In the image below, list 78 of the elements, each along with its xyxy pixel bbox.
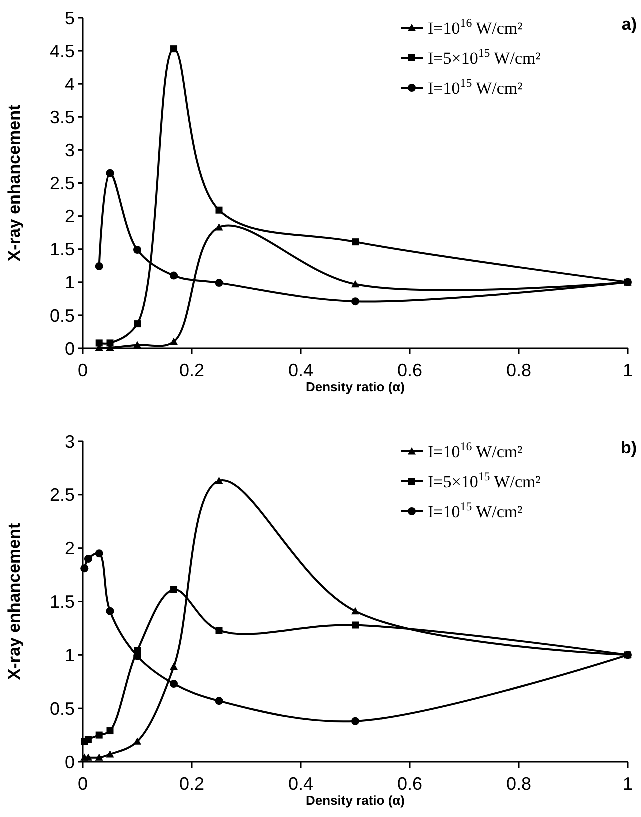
point xyxy=(96,340,103,347)
x-tick-label: 0.6 xyxy=(397,360,423,380)
legend-label: I=10$^{15}$ W/cm² xyxy=(428,76,523,98)
x-tick-label: 0.6 xyxy=(397,774,423,794)
legend-label: I=10$^{16}$ W/cm² xyxy=(428,439,523,462)
x-tick-label: 0.8 xyxy=(506,774,532,794)
point xyxy=(216,206,223,214)
point xyxy=(84,754,92,761)
point xyxy=(352,280,360,288)
y-tick-label: 2.5 xyxy=(50,485,75,506)
x-tick-label: 0.4 xyxy=(288,360,314,380)
point xyxy=(170,272,178,280)
point xyxy=(216,627,223,634)
x-tick-label: 0 xyxy=(78,774,88,794)
point xyxy=(84,555,92,564)
point xyxy=(106,169,114,178)
y-tick-label: 4.5 xyxy=(50,41,75,62)
y-tick-label: 1.5 xyxy=(50,240,75,260)
point xyxy=(134,246,142,254)
point xyxy=(84,736,92,744)
y-axis-title: X-ray enhancement xyxy=(5,104,24,262)
point xyxy=(215,697,224,706)
point xyxy=(170,662,178,670)
point xyxy=(134,320,141,328)
point xyxy=(96,732,103,739)
y-tick-label: 4 xyxy=(64,74,75,94)
x-tick-label: 1 xyxy=(622,774,634,794)
legend-label: I=5×10$^{15}$ W/cm² xyxy=(428,469,541,492)
x-axis-title: Density ratio (α) xyxy=(306,793,406,808)
y-tick-label: 1 xyxy=(64,272,75,293)
y-tick-label: 0.5 xyxy=(50,306,75,326)
point xyxy=(352,607,360,615)
x-tick-label: 0 xyxy=(78,360,88,380)
x-tick-label: 0.8 xyxy=(506,360,532,380)
point xyxy=(215,279,224,288)
point xyxy=(352,717,360,726)
y-tick-label: 3.5 xyxy=(50,107,75,128)
legend-label: I=5×10$^{15}$ W/cm² xyxy=(428,46,541,68)
point xyxy=(95,550,104,558)
y-tick-label: 0 xyxy=(64,338,75,359)
x-tick-label: 0.4 xyxy=(288,774,314,794)
point xyxy=(95,754,104,761)
y-tick-label: 2 xyxy=(64,538,75,559)
point xyxy=(170,680,178,688)
point xyxy=(80,564,89,573)
point xyxy=(106,340,114,347)
y-tick-label: 0.5 xyxy=(50,698,75,719)
y-tick-label: 3 xyxy=(64,140,75,160)
x-tick-label: 1 xyxy=(622,360,634,380)
legend-label: I=10$^{16}$ W/cm² xyxy=(428,16,523,38)
y-tick-label: 0 xyxy=(64,752,75,772)
point xyxy=(106,728,114,735)
y-tick-label: 2 xyxy=(64,206,75,227)
point xyxy=(106,750,114,758)
y-axis-title: X-ray enhancement xyxy=(5,523,24,680)
point xyxy=(134,341,142,348)
chart-title: b) xyxy=(620,438,637,458)
y-tick-label: 3 xyxy=(64,432,75,452)
point xyxy=(134,738,142,745)
point xyxy=(215,477,224,484)
y-tick-label: 5 xyxy=(64,8,75,28)
point xyxy=(106,607,114,616)
legend-label: I=10$^{15}$ W/cm² xyxy=(428,499,523,522)
point xyxy=(352,622,359,629)
point xyxy=(352,298,360,306)
x-tick-label: 0.2 xyxy=(179,774,205,794)
chart-title: a) xyxy=(622,15,637,34)
point xyxy=(170,46,178,53)
y-tick-label: 2.5 xyxy=(50,174,75,194)
x-tick-label: 0.2 xyxy=(179,360,205,380)
y-tick-label: 1.5 xyxy=(50,592,75,612)
point xyxy=(170,586,178,594)
point xyxy=(95,262,104,271)
point xyxy=(170,338,178,346)
y-tick-label: 1 xyxy=(64,645,75,666)
point xyxy=(352,238,359,246)
point xyxy=(215,224,224,231)
x-axis-title: Density ratio (α) xyxy=(306,380,406,394)
